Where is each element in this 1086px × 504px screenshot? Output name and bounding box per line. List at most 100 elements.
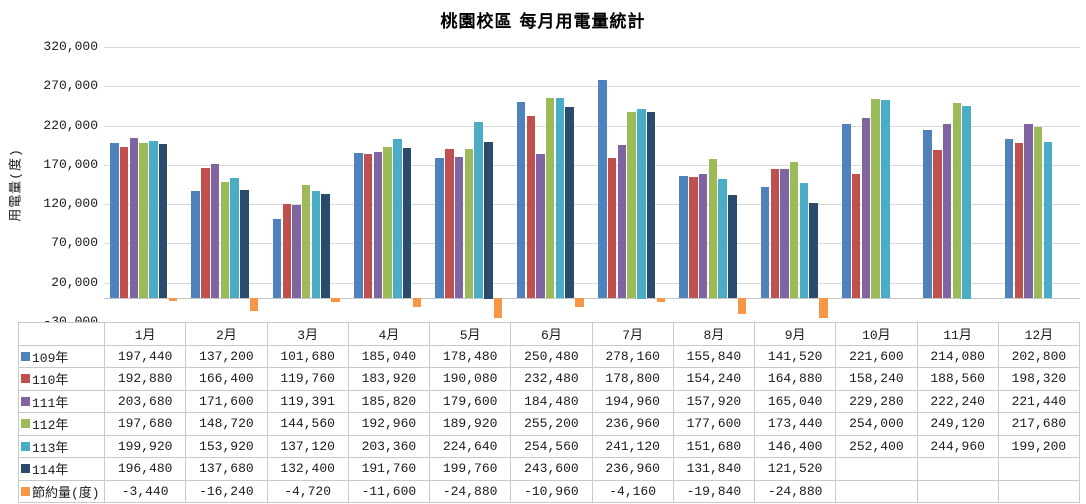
value-cell: 154,240 [673, 368, 755, 391]
value-cell: 158,240 [836, 368, 918, 391]
value-cell: 132,400 [267, 458, 349, 481]
bar-112年-1月 [139, 143, 148, 299]
month-header-cell: 7月 [592, 323, 674, 346]
bar-110年-6月 [526, 115, 535, 299]
bar-112年-12月 [1033, 127, 1043, 299]
month-header-cell: 3月 [267, 323, 349, 346]
bar-113年-3月 [311, 190, 321, 299]
value-cell: 199,200 [998, 435, 1080, 458]
month-header-cell: 12月 [998, 323, 1080, 346]
x-axis-line [104, 298, 1080, 299]
value-cell: 203,360 [348, 435, 430, 458]
bar-113年-12月 [1043, 141, 1053, 299]
bar-112年-8月 [708, 158, 718, 299]
value-cell: 199,920 [105, 435, 187, 458]
legend-swatch [21, 486, 30, 496]
value-cell: 278,160 [592, 345, 674, 368]
bar-111年-6月 [536, 153, 545, 299]
bar-111年-5月 [454, 157, 464, 299]
gridline [104, 165, 1080, 166]
gridline [104, 47, 1080, 48]
value-cell: 244,960 [917, 435, 999, 458]
bar-114年-7月 [646, 112, 656, 299]
value-cell: -11,600 [348, 480, 430, 503]
bar-113年-5月 [474, 121, 483, 299]
bar-114年-9月 [809, 202, 818, 299]
bar-109年-6月 [516, 101, 526, 299]
value-cell: 192,880 [105, 368, 187, 391]
series-label-cell: 111年 [19, 390, 105, 413]
bar-113年-6月 [555, 98, 565, 299]
bar-112年-3月 [301, 184, 311, 299]
bar-113年-9月 [799, 183, 809, 299]
value-cell: 214,080 [917, 345, 999, 368]
gridline [104, 126, 1080, 127]
value-cell: 236,960 [592, 458, 674, 481]
bar-110年-2月 [201, 167, 210, 299]
value-cell: 131,840 [673, 458, 755, 481]
value-cell [836, 458, 918, 481]
series-name: 109年 [32, 350, 69, 366]
value-cell: -4,720 [267, 480, 349, 503]
value-cell: 179,600 [430, 390, 512, 413]
legend-swatch [21, 351, 30, 361]
value-cell: 254,560 [511, 435, 593, 458]
bar-113年-4月 [393, 138, 402, 299]
bar-109年-8月 [679, 176, 688, 299]
value-cell: 178,800 [592, 368, 674, 391]
value-cell: 197,440 [105, 345, 187, 368]
series-label-cell: 節約量(度) [19, 480, 105, 503]
month-header-cell: 11月 [917, 323, 999, 346]
bar-110年-10月 [851, 174, 861, 299]
bar-110年-5月 [445, 149, 454, 299]
bar-109年-9月 [760, 187, 770, 299]
bar-112年-2月 [220, 181, 230, 299]
series-label-cell: 112年 [19, 413, 105, 436]
month-header-cell: 8月 [673, 323, 755, 346]
value-cell: 184,480 [511, 390, 593, 413]
y-tick-label: 220,000 [43, 118, 98, 133]
bar-111年-8月 [698, 174, 708, 299]
value-cell [917, 480, 999, 503]
value-cell: 194,960 [592, 390, 674, 413]
table-corner-cell [19, 323, 105, 346]
value-cell: 141,520 [755, 345, 837, 368]
value-cell [998, 480, 1080, 503]
value-cell: 185,040 [348, 345, 430, 368]
bar-節約量(度)-7月 [656, 298, 665, 302]
value-cell: -4,160 [592, 480, 674, 503]
gridline [104, 204, 1080, 205]
value-cell: 101,680 [267, 345, 349, 368]
value-cell: 151,680 [673, 435, 755, 458]
value-cell: 144,560 [267, 413, 349, 436]
value-cell: -19,840 [673, 480, 755, 503]
value-cell: 183,920 [348, 368, 430, 391]
value-cell: 173,440 [755, 413, 837, 436]
value-cell: 166,400 [186, 368, 268, 391]
series-label-cell: 114年 [19, 458, 105, 481]
value-cell: 221,440 [998, 390, 1080, 413]
bar-111年-1月 [129, 138, 139, 299]
value-cell [998, 458, 1080, 481]
bar-114年-8月 [728, 194, 737, 299]
month-header-cell: 9月 [755, 323, 837, 346]
bar-112年-10月 [871, 98, 880, 299]
bar-111年-3月 [292, 204, 301, 299]
bar-114年-4月 [402, 147, 412, 299]
month-header-cell: 6月 [511, 323, 593, 346]
bar-112年-11月 [952, 102, 962, 299]
bar-110年-8月 [689, 177, 698, 299]
value-cell: 243,600 [511, 458, 593, 481]
bar-111年-7月 [617, 145, 627, 299]
bar-109年-12月 [1004, 139, 1014, 299]
value-cell: 148,720 [186, 413, 268, 436]
series-label-cell: 110年 [19, 368, 105, 391]
y-tick-label: 70,000 [51, 235, 98, 250]
data-table: 1月 2月 3月 4月 5月 6月 7月 8月 9月 10月 11月 12月 109年 197,440 13… [18, 322, 1080, 503]
bar-109年-7月 [598, 79, 607, 299]
bar-節約量(度)-1月 [168, 298, 177, 302]
bar-111年-4月 [373, 152, 383, 299]
y-tick-label: 20,000 [51, 275, 98, 290]
value-cell: 241,120 [592, 435, 674, 458]
